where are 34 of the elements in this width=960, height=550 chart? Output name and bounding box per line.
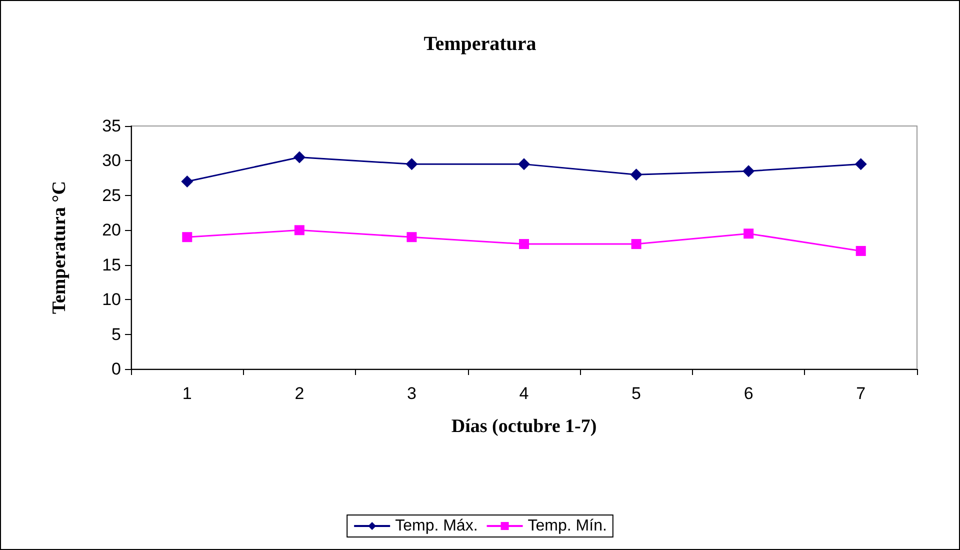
point [182, 232, 192, 242]
x-tick-label: 4 [519, 384, 529, 403]
chart-title: Temperatura [424, 33, 536, 55]
legend-label: Temp. Máx. [395, 518, 478, 534]
x-tick-label: 6 [744, 384, 754, 403]
x-tick-label: 7 [856, 384, 866, 403]
point [406, 158, 418, 170]
point [406, 232, 417, 242]
x-tick-label: 5 [632, 384, 642, 403]
y-tick-label: 5 [112, 324, 121, 344]
point [856, 246, 866, 256]
point [742, 165, 755, 178]
y-tick-label: 25 [102, 186, 121, 205]
legend-label: Temp. Mín. [528, 518, 607, 534]
point [854, 158, 867, 170]
point [631, 239, 642, 250]
point [181, 176, 194, 188]
point [293, 151, 306, 164]
x-tick-label: 3 [406, 384, 416, 403]
y-axis-title: Temperatura °C [49, 180, 70, 314]
y-tick-label: 10 [102, 290, 121, 310]
x-axis-title: Días (octubre 1-7) [451, 416, 597, 437]
point [630, 168, 642, 181]
y-tick-label: 20 [102, 220, 121, 240]
y-tick-label: 35 [102, 116, 121, 136]
point [519, 239, 529, 250]
x-tick-label: 1 [182, 384, 192, 403]
y-tick-label: 15 [102, 255, 121, 274]
point [294, 225, 304, 236]
point [518, 158, 530, 170]
x-tick-label: 2 [294, 384, 304, 403]
point [744, 228, 754, 239]
y-tick-label: 0 [112, 360, 121, 378]
y-tick-label: 30 [102, 151, 121, 170]
